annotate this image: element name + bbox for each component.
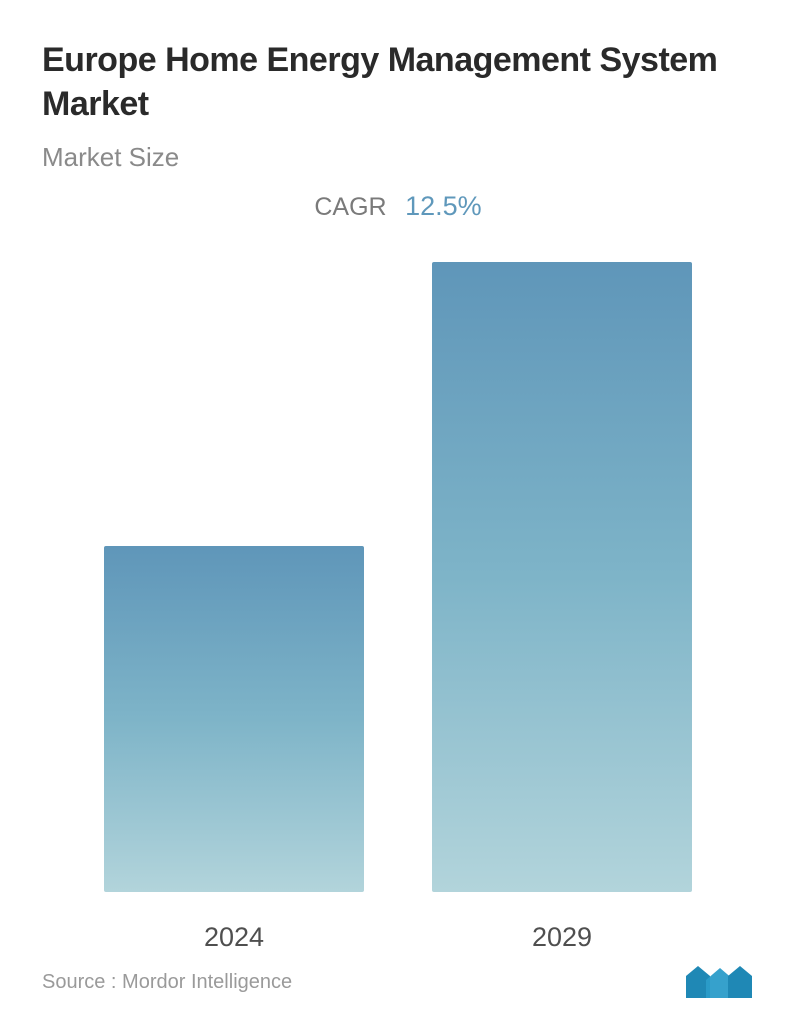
cagr-value: 12.5% (405, 191, 482, 222)
x-label-0: 2024 (104, 922, 364, 953)
chart-area (42, 262, 754, 892)
brand-logo (684, 962, 754, 1002)
x-axis-labels: 2024 2029 (42, 904, 754, 953)
chart-subtitle: Market Size (42, 142, 754, 173)
footer: Source : Mordor Intelligence (42, 962, 754, 1002)
source-text: Source : Mordor Intelligence (42, 971, 292, 994)
cagr-row: CAGR 12.5% (42, 191, 754, 222)
chart-title: Europe Home Energy Management System Mar… (42, 38, 754, 126)
bars-container (42, 262, 754, 892)
bar-2029 (432, 262, 692, 892)
bar-2024 (104, 546, 364, 893)
x-label-1: 2029 (432, 922, 692, 953)
cagr-label: CAGR (314, 193, 386, 222)
